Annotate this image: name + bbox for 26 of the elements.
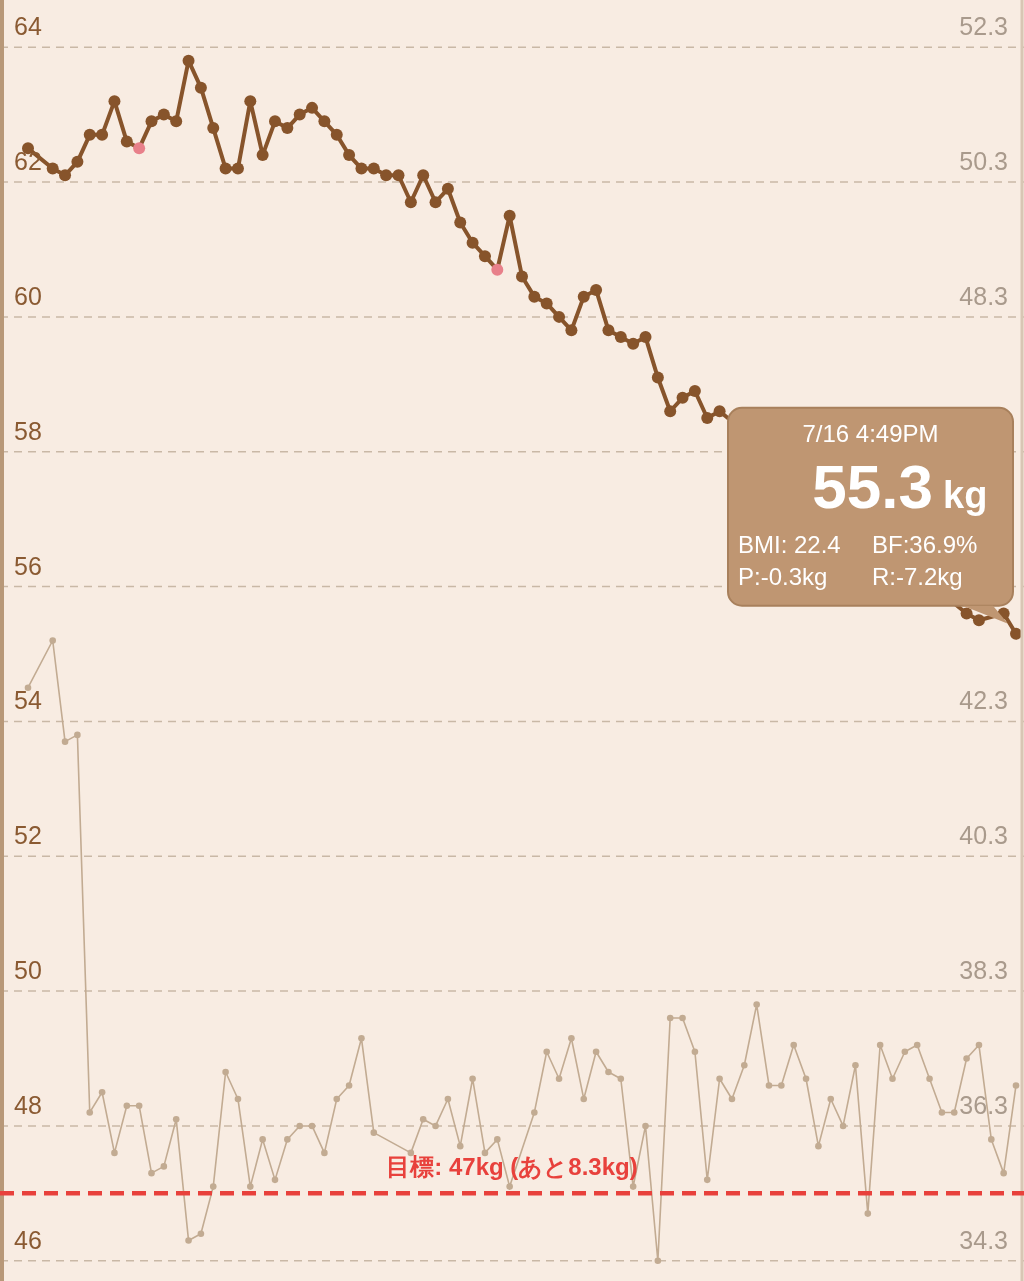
y-tick-label: 58 — [14, 416, 42, 445]
y-tick-label: 54 — [14, 686, 42, 715]
y2-tick-label: 42.3 — [959, 686, 1008, 715]
y2-tick-label: 52.3 — [959, 12, 1008, 41]
annotation: BF:36.9% — [872, 530, 978, 558]
y-tick-label: 46 — [14, 1225, 42, 1254]
y-tick-label: 48 — [14, 1090, 42, 1119]
ref-line-label: 目標: 47kg (あと8.3kg) — [386, 1153, 638, 1181]
y-tick-label: 64 — [14, 12, 42, 41]
annotation: BMI: 22.4 — [738, 530, 841, 558]
y2-tick-label: 40.3 — [959, 821, 1008, 850]
ref-line: 目標: 47kg (あと8.3kg) — [0, 1153, 1024, 1196]
annotation: R:-7.2kg — [872, 562, 963, 590]
y-tick-label: 56 — [14, 551, 42, 580]
y-tick-label: 50 — [14, 956, 42, 985]
y-tick-label: 52 — [14, 821, 42, 850]
annotation: kg — [943, 473, 988, 516]
y2-tick-label: 50.3 — [959, 147, 1008, 176]
annotation: 55.3 — [812, 451, 933, 521]
y2-tick-label: 38.3 — [959, 956, 1008, 985]
annotation: 7/16 4:49PM — [802, 419, 939, 447]
annotation: P:-0.3kg — [738, 562, 828, 590]
y2-tick-label: 48.3 — [959, 281, 1008, 310]
y-tick-label: 60 — [14, 281, 42, 310]
y2-tick-label: 34.3 — [959, 1225, 1008, 1254]
y-tick-label: 62 — [14, 147, 42, 176]
